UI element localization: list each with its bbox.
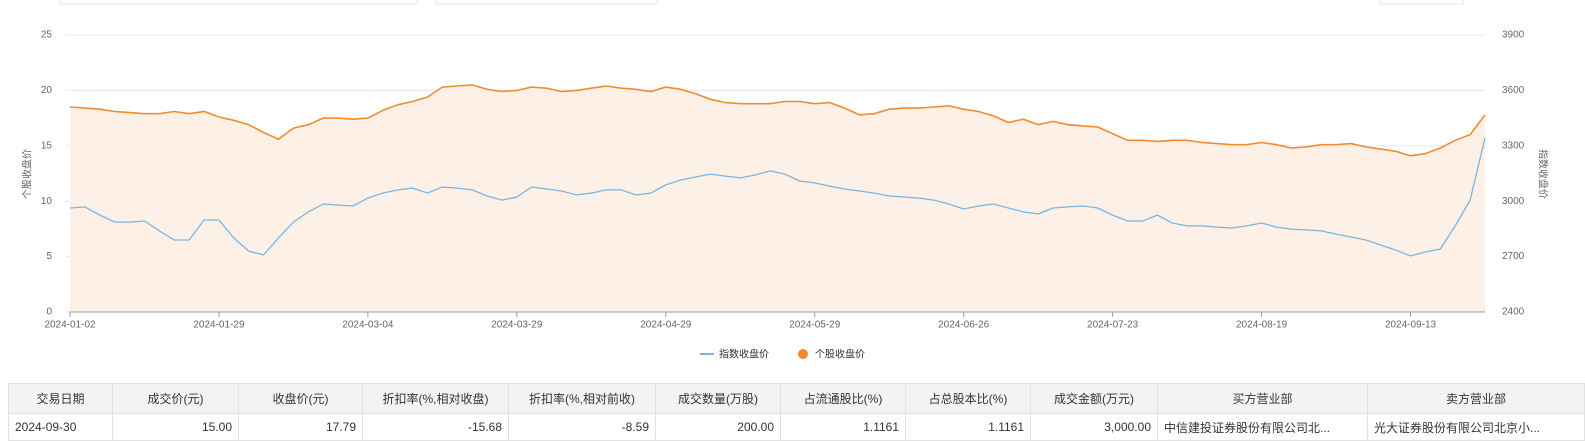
x-tick-label: 2024-09-13 [1385,320,1437,331]
table-cell: 光大证券股份有限公司北京小... [1367,413,1585,441]
y2-tick-label: 3900 [1502,30,1525,41]
table-cell: 200.00 [655,413,781,441]
x-tick-label: 2024-08-19 [1236,320,1288,331]
table-cell: 3,000.00 [1030,413,1158,441]
table-cell: 17.79 [238,413,363,441]
y-tick-label: 5 [46,251,52,262]
table-cell: 中信建投证券股份有限公司北... [1157,413,1368,441]
y2-tick-label: 2700 [1502,251,1525,262]
x-tick-label: 2024-07-23 [1087,320,1139,331]
legend-marker [798,349,808,359]
column-header: 折扣率(%,相对收盘) [362,383,509,414]
filter-box[interactable] [59,0,419,5]
line [69,84,1486,157]
column-header: 成交价(元) [112,383,239,414]
column-header: 收盘价(元) [238,383,363,414]
column-header: 折扣率(%,相对前收) [508,383,656,414]
column-header: 卖方营业部 [1367,383,1585,414]
table-cell: 1.1161 [780,413,906,441]
x-tick-label: 2024-03-04 [342,320,394,331]
y-tick-label: 25 [41,30,53,41]
line [69,137,1486,257]
y2-tick-label: 3600 [1502,85,1525,96]
legend-label: 指数收盘价 [719,348,769,361]
table-cell: 2024-09-30 [8,413,113,441]
column-header: 成交数量(万股) [655,383,781,414]
area [70,84,1485,313]
filter-box[interactable] [435,0,659,5]
y-tick-label: 15 [41,140,53,151]
x-tick-label: 2024-01-02 [44,320,96,331]
table-cell: -8.59 [508,413,656,441]
legend-label: 个股收盘价 [815,348,865,361]
x-tick-label: 2024-06-26 [938,320,990,331]
table-cell: -15.68 [362,413,509,441]
chart: 个股收盘价 指数收盘价 0 5 10 15 20 25 2400 2700 3000 3300 36… [21,0,1549,361]
y-tick-label: 10 [41,196,53,207]
table: 交易日期 成交价(元) 收盘价(元) 折扣率(%,相对收盘) 折扣率(%,相对前收) 成交… [8,383,1585,441]
x-tick-label: 2024-05-29 [789,320,841,331]
y2-tick-label: 3300 [1502,140,1525,151]
column-header: 交易日期 [8,383,113,414]
x-tick-label: 2024-01-29 [193,320,245,331]
x-tick-label: 2024-03-29 [491,320,543,331]
y-axis-title: 个股收盘价 [21,149,34,199]
table-cell: 15.00 [112,413,239,441]
y2-tick-label: 3000 [1502,196,1525,207]
y-tick-label: 0 [46,307,52,318]
column-header: 占总股本比(%) [905,383,1031,414]
column-header: 占流通股比(%) [780,383,906,414]
y-tick-label: 20 [41,85,53,96]
y2-tick-label: 2400 [1502,307,1525,318]
button[interactable] [1379,0,1465,5]
table-row: 2024-09-30 15.00 17.79 -15.68 -8.59 200.00 1.1… [8,413,1585,441]
column-header: 成交金额(万元) [1030,383,1158,414]
x-tick-label: 2024-04-29 [640,320,692,331]
table-cell: 1.1161 [905,413,1031,441]
column-header: 买方营业部 [1157,383,1368,414]
y2-axis-title: 指数收盘价 [1536,149,1549,199]
